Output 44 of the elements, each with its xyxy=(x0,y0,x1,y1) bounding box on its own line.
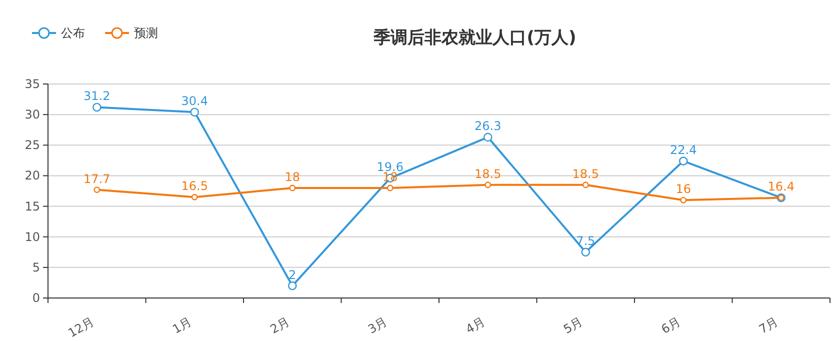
point xyxy=(581,248,590,257)
point xyxy=(190,108,200,117)
x-tick-label: 12月 xyxy=(66,314,96,340)
y-tick-label: 15 xyxy=(24,199,40,214)
point xyxy=(483,132,492,142)
x-tick-label: 4月 xyxy=(463,314,488,336)
data-label: 16.5 xyxy=(181,179,208,194)
point xyxy=(288,281,297,290)
point xyxy=(386,184,394,192)
data-label: 26.3 xyxy=(474,119,502,134)
y-tick-label: 20 xyxy=(24,168,40,183)
data-label: 16 xyxy=(676,182,692,196)
point xyxy=(582,182,589,188)
data-label: 16.4 xyxy=(768,180,794,194)
point xyxy=(92,102,102,112)
data-label: 22.4 xyxy=(670,143,697,158)
y-tick-label: 30 xyxy=(24,108,40,122)
point xyxy=(94,186,100,193)
point xyxy=(678,156,688,166)
y-tick-label: 10 xyxy=(24,230,40,244)
chart-title: 季调后非农就业人口(万人) xyxy=(372,28,576,48)
point xyxy=(680,196,687,204)
x-tick-label: 7月 xyxy=(756,314,781,336)
x-tick-label: 2月 xyxy=(268,314,292,336)
data-label: 31.2 xyxy=(84,89,110,104)
x-tick-label: 3月 xyxy=(366,314,390,336)
data-label: 18.5 xyxy=(572,166,599,181)
x-tick-label: 6月 xyxy=(658,314,683,336)
y-tick-label: 35 xyxy=(24,77,40,91)
data-label: 18.5 xyxy=(474,166,502,181)
legend-label: 预测 xyxy=(134,26,158,40)
data-label: 30.4 xyxy=(181,94,208,108)
point xyxy=(289,184,296,192)
legend-label: 公布 xyxy=(61,26,85,40)
point xyxy=(191,194,198,200)
data-label: 18 xyxy=(284,170,300,184)
point xyxy=(484,182,492,188)
data-label: 17.7 xyxy=(84,172,110,186)
y-tick-label: 0 xyxy=(32,291,40,305)
y-tick-label: 25 xyxy=(24,138,40,152)
x-tick-label: 1月 xyxy=(170,314,194,336)
y-tick-label: 5 xyxy=(32,260,40,274)
x-tick-label: 5月 xyxy=(561,314,586,336)
data-label: 2 xyxy=(288,268,296,282)
